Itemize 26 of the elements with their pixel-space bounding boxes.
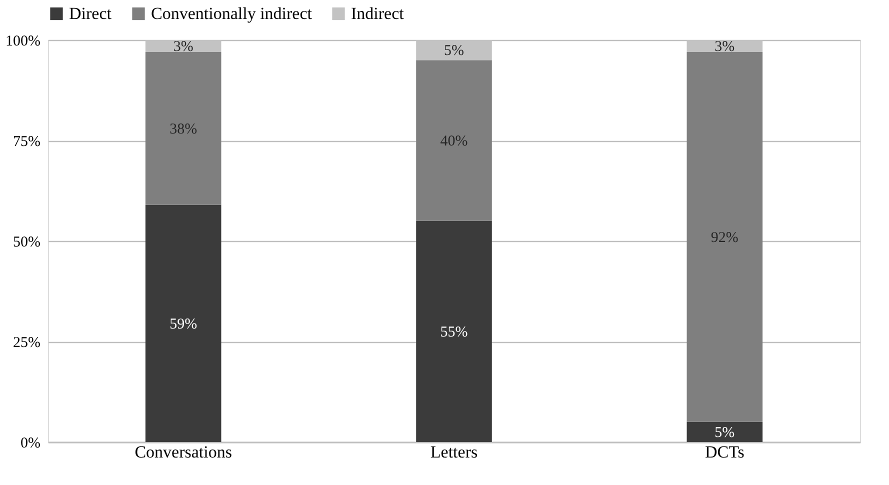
y-tick-label: 25% xyxy=(13,335,40,351)
data-label: 92% xyxy=(710,230,738,246)
bar xyxy=(416,60,492,221)
bar xyxy=(686,52,763,422)
x-tick-label: DCTs xyxy=(704,442,744,462)
data-label: 5% xyxy=(444,43,464,60)
y-tick-label: 100% xyxy=(6,34,40,50)
legend-label: Conventionally indirect xyxy=(151,4,312,23)
data-label: 5% xyxy=(714,424,735,441)
data-label: 38% xyxy=(170,121,198,138)
data-label: 59% xyxy=(170,316,198,332)
legend-label: Direct xyxy=(69,4,112,23)
y-tick-label: 75% xyxy=(13,134,40,150)
y-tick-label: 0% xyxy=(20,436,40,452)
data-label: 40% xyxy=(440,134,468,150)
x-tick-label: Conversations xyxy=(134,442,232,462)
bar xyxy=(686,422,763,442)
x-tick-label: Letters xyxy=(430,442,478,462)
bar xyxy=(416,220,492,442)
bar xyxy=(145,204,222,442)
data-label: 3% xyxy=(173,39,194,56)
y-tick-label: 50% xyxy=(13,234,40,250)
data-label: 55% xyxy=(440,324,468,340)
data-label: 3% xyxy=(714,39,735,56)
legend-label: Indirect xyxy=(351,4,404,23)
bar xyxy=(145,52,222,205)
